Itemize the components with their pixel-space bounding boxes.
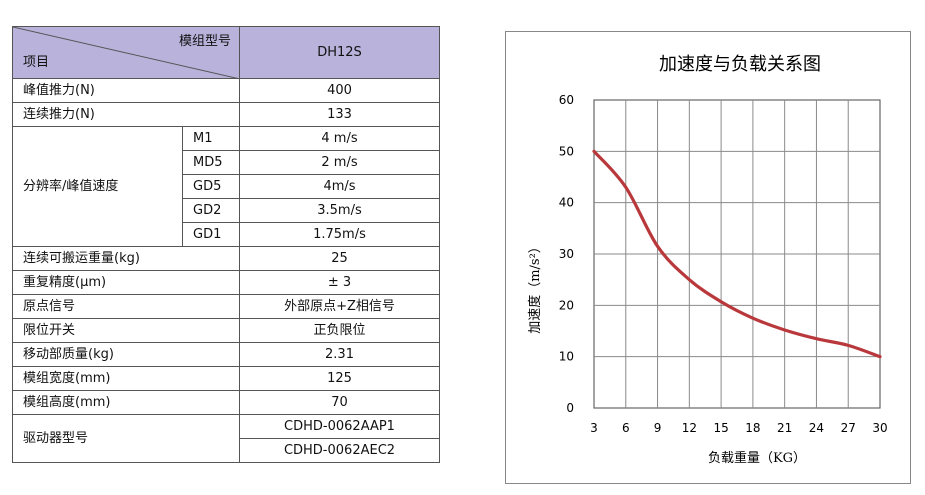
acceleration-load-chart: 加速度与负载关系图 0 10 20 30 40 50 60 3 6 9 12 15 18 21 24 27 3… xyxy=(527,54,888,466)
table-row: 驱动器型号 CDHD-0062AAP1 xyxy=(12,414,440,463)
resolution-sub: GD5 xyxy=(182,174,240,199)
row-value: 25 xyxy=(239,246,440,271)
x-tick-label: 30 xyxy=(872,421,887,435)
resolution-value: 4m/s xyxy=(239,174,440,199)
row-value: 133 xyxy=(239,102,440,127)
diagonal-divider xyxy=(13,27,240,79)
table-row: 限位开关 正负限位 xyxy=(12,318,440,343)
x-tick-label: 9 xyxy=(654,421,662,435)
header-item-model-cell: 模组型号 项目 xyxy=(12,26,240,79)
table-row: 分辨率/峰值速度 M1 4 m/s xyxy=(12,126,440,247)
row-label: 原点信号 xyxy=(12,294,240,319)
row-value: 正负限位 xyxy=(239,318,440,343)
table-row: GD2 3.5m/s xyxy=(13,198,440,223)
x-tick-label: 15 xyxy=(713,421,728,435)
y-tick-label: 30 xyxy=(559,247,574,261)
y-tick-label: 50 xyxy=(559,144,574,158)
header-value: DH12S xyxy=(239,26,440,79)
row-label: 限位开关 xyxy=(12,318,240,343)
table-row: CDHD-0062AEC2 xyxy=(13,438,440,463)
table-row: 连续推力(N) 133 xyxy=(12,102,440,127)
table-row: 连续可搬运重量(kg) 25 xyxy=(12,246,440,271)
resolution-sub: MD5 xyxy=(182,150,240,175)
x-tick-label: 18 xyxy=(745,421,760,435)
table-row: 峰值推力(N) 400 xyxy=(12,78,440,103)
table-row: 重复精度(μm) ± 3 xyxy=(12,270,440,295)
table-row: 模组宽度(mm) 125 xyxy=(12,366,440,391)
row-label: 移动部质量(kg) xyxy=(12,342,240,367)
table-row: 原点信号 外部原点+Z相信号 xyxy=(12,294,440,319)
row-label: 连续推力(N) xyxy=(12,102,240,127)
x-tick-label: 21 xyxy=(777,421,792,435)
driver-label: 驱动器型号 xyxy=(12,414,240,463)
driver-value: CDHD-0062AAP1 xyxy=(239,414,440,439)
x-tick-label: 6 xyxy=(622,421,630,435)
resolution-value: 4 m/s xyxy=(239,126,440,151)
header-item-label: 项目 xyxy=(23,55,50,70)
acceleration-curve xyxy=(592,149,882,359)
table-row: 移动部质量(kg) 2.31 xyxy=(12,342,440,367)
resolution-label: 分辨率/峰值速度 xyxy=(12,126,183,247)
x-tick-label: 12 xyxy=(682,421,697,435)
x-tick-label: 27 xyxy=(841,421,856,435)
driver-value: CDHD-0062AEC2 xyxy=(239,438,440,463)
row-label: 峰值推力(N) xyxy=(12,78,240,103)
resolution-sub: M1 xyxy=(182,126,240,151)
row-value: 2.31 xyxy=(239,342,440,367)
row-value: 外部原点+Z相信号 xyxy=(239,294,440,319)
row-value: ± 3 xyxy=(239,270,440,295)
y-tick-label: 10 xyxy=(559,350,574,364)
spec-table: 模组型号 项目 DH12S 峰值推力(N) 400 连续推力(N) 133 分辨… xyxy=(12,26,440,463)
resolution-value: 3.5m/s xyxy=(239,198,440,223)
x-tick-label: 3 xyxy=(590,421,598,435)
x-axis-label: 负载重量（KG） xyxy=(708,450,806,466)
row-label: 模组高度(mm) xyxy=(12,390,240,415)
header-model-label: 模组型号 xyxy=(178,34,231,49)
y-tick-label: 40 xyxy=(559,196,574,210)
resolution-value: 2 m/s xyxy=(239,150,440,175)
y-axis-label: 加速度（m/s²） xyxy=(527,240,543,334)
row-label: 模组宽度(mm) xyxy=(12,366,240,391)
y-tick-label: 20 xyxy=(559,298,574,312)
x-tick-label: 24 xyxy=(809,421,824,435)
row-value: 125 xyxy=(239,366,440,391)
chart-title: 加速度与负载关系图 xyxy=(659,54,821,75)
row-label: 重复精度(μm) xyxy=(12,270,240,295)
row-value: 70 xyxy=(239,390,440,415)
table-row: 模组高度(mm) 70 xyxy=(12,390,440,415)
resolution-sub: GD1 xyxy=(182,222,240,247)
row-value: 400 xyxy=(239,78,440,103)
table-row: MD5 2 m/s xyxy=(13,150,440,175)
chart-panel: 加速度与负载关系图 0 10 20 30 40 50 60 3 6 9 12 15 18 21 24 27 3… xyxy=(505,31,911,484)
resolution-sub: GD2 xyxy=(182,198,240,223)
y-tick-label: 60 xyxy=(559,93,574,107)
y-tick-label: 0 xyxy=(566,401,574,415)
row-label: 连续可搬运重量(kg) xyxy=(12,246,240,271)
resolution-value: 1.75m/s xyxy=(239,222,440,247)
